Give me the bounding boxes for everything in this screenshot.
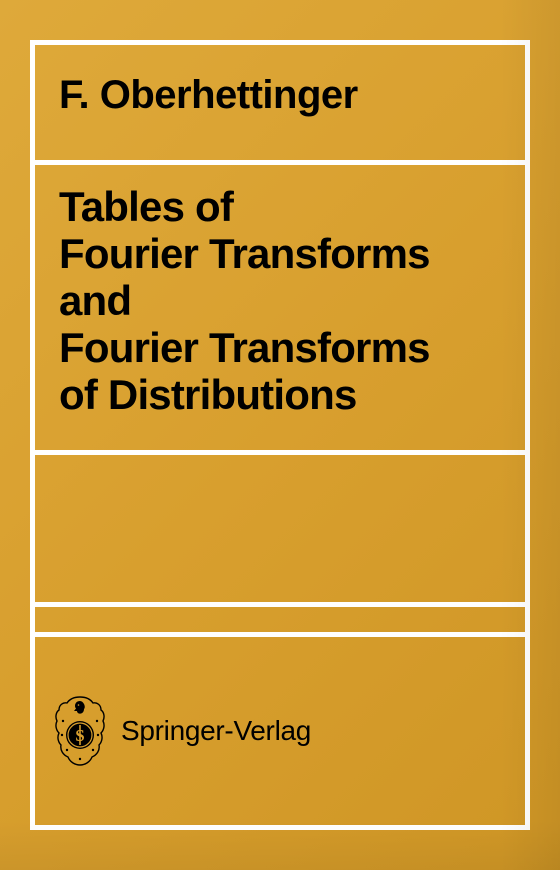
title-line: Tables of [59,183,233,230]
title-line: and [59,277,131,324]
title-line: Fourier Transforms [59,324,430,371]
book-cover: F. Oberhettinger Tables of Fourier Trans… [0,0,560,870]
strip-section [35,607,525,637]
springer-logo-icon: S [53,695,107,767]
cover-frame: F. Oberhettinger Tables of Fourier Trans… [30,40,530,830]
title-line: Fourier Transforms [59,230,430,277]
author-section: F. Oberhettinger [35,45,525,165]
empty-section [35,455,525,607]
publisher-section: S Springer-Verlag [35,637,525,825]
title-section: Tables of Fourier Transforms and Fourier… [35,165,525,455]
publisher-name: Springer-Verlag [121,715,311,747]
author-name: F. Oberhettinger [59,73,501,118]
book-title: Tables of Fourier Transforms and Fourier… [59,183,501,418]
title-line: of Distributions [59,371,357,418]
